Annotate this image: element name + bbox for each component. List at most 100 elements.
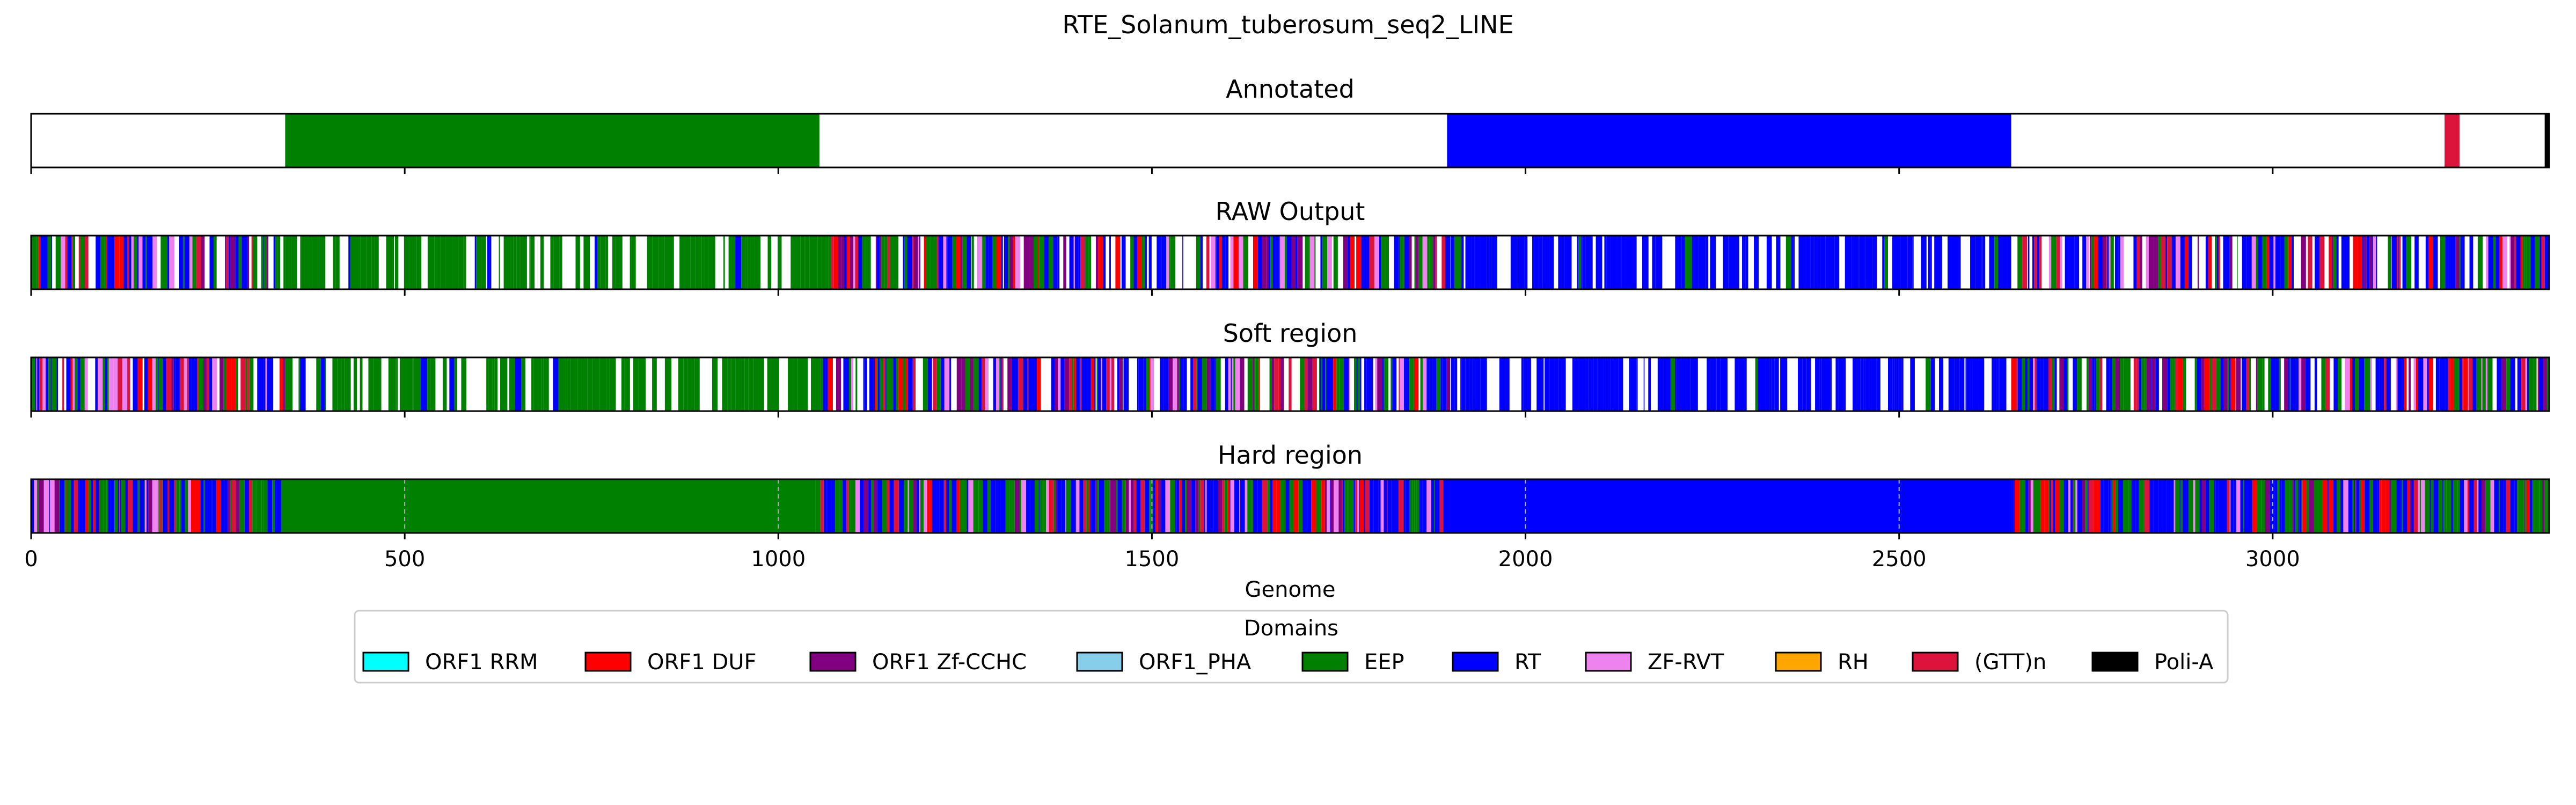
- domain-segment: [1404, 357, 1406, 411]
- domain-segment: [996, 357, 1000, 411]
- domain-segment: [2201, 357, 2205, 411]
- domain-segment: [2370, 357, 2372, 411]
- domain-segment: [2138, 357, 2142, 411]
- domain-segment: [540, 236, 544, 289]
- domain-segment: [31, 479, 34, 533]
- domain-segment: [850, 236, 854, 289]
- domain-segment: [1240, 236, 1243, 289]
- domain-segment: [1109, 357, 1111, 411]
- domain-segment: [257, 357, 259, 411]
- domain-segment: [866, 236, 871, 289]
- domain-segment: [1252, 357, 1254, 411]
- domain-segment: [427, 236, 435, 289]
- domain-segment: [2223, 236, 2227, 289]
- domain-segment: [2362, 236, 2364, 289]
- domain-segment: [2091, 236, 2095, 289]
- domain-segment: [285, 236, 291, 289]
- domain-segment: [486, 357, 489, 411]
- domain-segment: [1231, 357, 1232, 411]
- domain-segment: [1325, 357, 1327, 411]
- domain-segment: [169, 236, 174, 289]
- domain-segment: [2017, 236, 2023, 289]
- domain-segment: [166, 357, 172, 411]
- domain-segment: [2381, 479, 2385, 533]
- domain-segment: [2333, 236, 2337, 289]
- domain-segment: [1158, 479, 1161, 533]
- domain-segment: [2229, 236, 2233, 289]
- domain-segment: [815, 357, 821, 411]
- domain-segment: [927, 357, 932, 411]
- domain-segment: [144, 479, 145, 533]
- domain-segment: [1469, 357, 1473, 411]
- domain-segment: [1505, 357, 1510, 411]
- domain-segment: [1872, 236, 1877, 289]
- domain-segment: [1900, 236, 1908, 289]
- domain-segment: [1168, 357, 1173, 411]
- domain-segment: [2230, 479, 2234, 533]
- domain-segment: [2510, 479, 2515, 533]
- domain-segment: [804, 357, 808, 411]
- domain-segment: [825, 357, 828, 411]
- domain-segment: [1723, 236, 1729, 289]
- domain-segment: [489, 236, 492, 289]
- domain-segment: [2532, 479, 2535, 533]
- domain-segment: [267, 357, 269, 411]
- domain-segment: [399, 357, 406, 411]
- domain-segment: [1266, 236, 1269, 289]
- domain-segment: [2277, 479, 2280, 533]
- domain-segment: [1023, 236, 1029, 289]
- domain-segment: [1409, 236, 1412, 289]
- domain-segment: [2535, 479, 2540, 533]
- domain-segment: [1369, 479, 1374, 533]
- domain-segment: [252, 479, 257, 533]
- domain-segment: [2082, 236, 2086, 289]
- domain-segment: [62, 357, 64, 411]
- domain-segment: [1182, 479, 1185, 533]
- domain-segment: [1324, 479, 1327, 533]
- domain-segment: [1280, 479, 1286, 533]
- domain-segment: [203, 357, 207, 411]
- domain-segment: [219, 357, 224, 411]
- domain-segment: [1948, 357, 1955, 411]
- domain-segment: [1780, 357, 1788, 411]
- domain-segment: [1589, 357, 1594, 411]
- domain-segment: [2011, 479, 2014, 533]
- domain-segment: [299, 357, 306, 411]
- domain-segment: [2258, 236, 2262, 289]
- domain-segment: [95, 357, 98, 411]
- domain-segment: [2373, 479, 2377, 533]
- domain-segment: [37, 357, 40, 411]
- domain-segment: [2163, 479, 2167, 533]
- domain-segment: [679, 236, 685, 289]
- domain-segment: [107, 357, 109, 411]
- domain-segment: [2244, 479, 2248, 533]
- domain-segment: [1994, 236, 1998, 289]
- domain-segment: [276, 479, 282, 533]
- domain-segment: [2093, 479, 2096, 533]
- domain-segment: [1230, 479, 1235, 533]
- domain-segment: [1197, 357, 1202, 411]
- domain-segment: [247, 357, 250, 411]
- domain-segment: [1053, 236, 1058, 289]
- domain-segment: [2227, 357, 2229, 411]
- domain-segment: [1254, 357, 1256, 411]
- domain-segment: [1161, 236, 1167, 289]
- domain-segment: [731, 357, 736, 411]
- domain-segment: [449, 357, 455, 411]
- domain-segment: [845, 479, 846, 533]
- domain-segment: [152, 479, 156, 533]
- domain-segment: [1610, 236, 1618, 289]
- domain-segment: [174, 479, 177, 533]
- domain-segment: [2486, 236, 2489, 289]
- domain-segment: [1107, 479, 1110, 533]
- domain-segment: [2252, 479, 2256, 533]
- domain-segment: [2037, 236, 2040, 289]
- domain-segment: [1400, 357, 1404, 411]
- domain-segment: [788, 357, 794, 411]
- domain-segment: [200, 479, 204, 533]
- domain-segment: [1278, 236, 1280, 289]
- domain-segment: [187, 357, 189, 411]
- domain-segment: [735, 236, 742, 289]
- domain-segment: [285, 114, 819, 167]
- domain-segment: [1247, 357, 1253, 411]
